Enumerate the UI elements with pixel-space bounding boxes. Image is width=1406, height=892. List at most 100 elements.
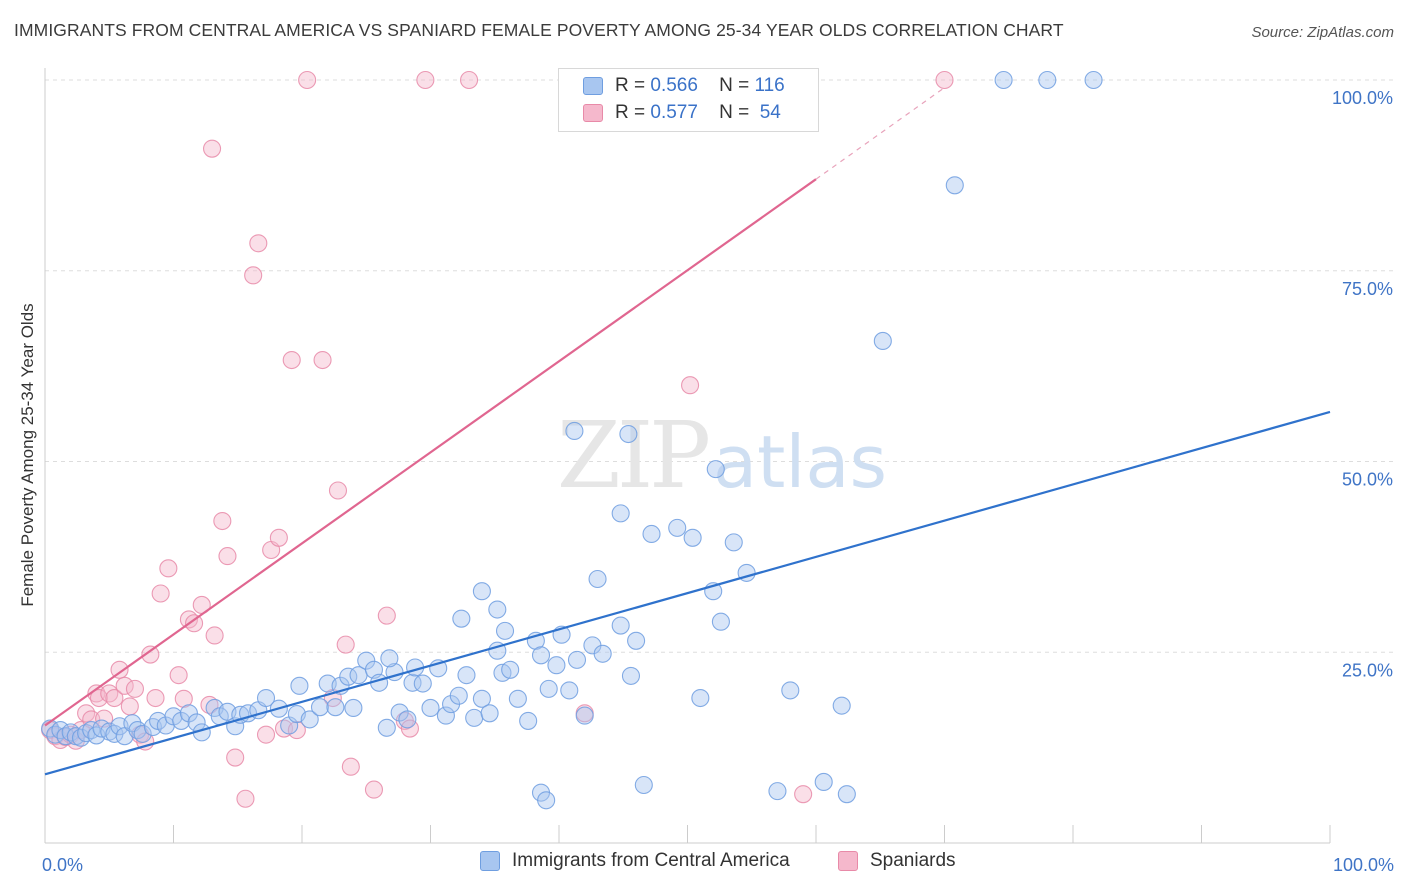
spaniards-point: [328, 481, 348, 500]
watermark-zip: ZIP: [557, 402, 708, 509]
spaniards-point: [141, 645, 160, 664]
central-america-point: [724, 533, 743, 552]
central-america-point: [508, 689, 527, 708]
central-america-point: [611, 616, 630, 635]
spaniards-trend-line: [44, 178, 817, 727]
legend-r-value: 0.577: [650, 102, 698, 123]
spaniards-point: [125, 679, 144, 698]
spaniards-point: [681, 376, 700, 395]
grid-lines: [45, 79, 1395, 653]
central-america-point: [781, 681, 800, 700]
central-america-point: [575, 706, 594, 725]
central-america-point: [133, 724, 152, 743]
central-america-point: [560, 681, 579, 700]
trend-lines: [44, 87, 1331, 776]
central-america-point: [634, 775, 653, 795]
central-america-point: [310, 698, 330, 717]
legend-swatch-blue: [583, 77, 603, 95]
central-america-point: [1038, 70, 1057, 90]
spaniards-point: [377, 606, 396, 625]
source-label: Source: ZipAtlas.com: [1251, 24, 1394, 41]
spaniards-point: [256, 725, 276, 744]
legend-item-spaniards[interactable]: Spaniards: [838, 850, 956, 872]
central-america-point: [403, 673, 422, 692]
spaniards-point: [313, 350, 332, 370]
central-america-point: [172, 711, 191, 730]
central-america-point: [611, 504, 630, 523]
spaniards-point: [89, 688, 109, 708]
central-america-point: [668, 518, 687, 537]
axes: [44, 68, 1331, 844]
legend-r-label: R =: [615, 75, 646, 96]
legend-n-label: N =: [719, 102, 750, 123]
spaniards-point: [213, 511, 232, 531]
central-america-point: [480, 704, 499, 723]
central-america-point: [256, 688, 276, 708]
legend-label: Immigrants from Central America: [512, 850, 790, 871]
spaniards-point: [169, 666, 188, 685]
central-america-point: [768, 782, 787, 801]
central-america-point: [501, 660, 520, 679]
central-america-point: [619, 424, 638, 444]
central-america-point: [398, 710, 417, 729]
central-america-point: [691, 688, 710, 708]
x-tick-label: 100.0%: [1333, 855, 1394, 875]
central-america-point: [814, 772, 833, 792]
spaniards-point: [115, 676, 134, 695]
central-america-trend-line: [44, 410, 1331, 776]
tick-labels: 25.0% 50.0% 75.0% 100.0% 0.0% 100.0%: [42, 88, 1394, 875]
spaniards-point: [218, 547, 237, 566]
chart-title: IMMIGRANTS FROM CENTRAL AMERICA VS SPANI…: [14, 20, 1064, 40]
central-america-point: [567, 650, 587, 669]
legend-label: Spaniards: [870, 850, 956, 871]
spaniards-point: [226, 748, 245, 767]
central-america-point: [344, 698, 363, 717]
central-america-point: [683, 528, 702, 547]
watermark-atlas: atlas: [713, 420, 887, 504]
central-america-point: [873, 331, 892, 350]
central-america-point: [449, 686, 468, 705]
correlation-legend: R = 0.566 N = 116 R = 0.577 N = 54: [558, 68, 819, 132]
legend-row-spaniards: R = 0.577 N = 54: [583, 101, 781, 125]
legend-n-value: 54: [759, 102, 781, 123]
spaniards-point: [244, 266, 263, 285]
central-america-point: [547, 656, 566, 675]
central-america-point: [711, 612, 730, 631]
legend-item-central-america[interactable]: Immigrants from Central America: [480, 850, 790, 872]
central-america-point: [539, 679, 558, 698]
spaniards-point: [282, 350, 301, 370]
central-america-point: [706, 460, 725, 479]
central-america-point: [565, 421, 584, 441]
legend-r-value: 0.566: [650, 75, 698, 96]
central-america-point: [642, 524, 661, 544]
central-america-point: [300, 710, 319, 729]
spaniards-point: [110, 660, 129, 679]
central-america-point: [413, 674, 432, 693]
central-america-point: [472, 582, 491, 601]
x-tick-label: 0.0%: [42, 855, 83, 875]
spaniards-point: [205, 626, 224, 645]
y-tick-label: 50.0%: [1342, 470, 1393, 490]
central-america-point: [593, 644, 612, 663]
central-america-point: [832, 696, 851, 715]
spaniards-point: [364, 780, 384, 799]
spaniards-point: [82, 710, 101, 729]
central-america-point: [537, 791, 556, 810]
spaniards-trend-extension: [815, 87, 945, 180]
spaniards-point: [146, 688, 165, 708]
watermark: ZIP atlas: [557, 402, 887, 509]
central-america-point: [519, 711, 538, 730]
central-america-point: [457, 666, 476, 685]
spaniards-point: [935, 70, 954, 90]
legend-r-label: R =: [615, 102, 646, 123]
legend-swatch-pink: [583, 104, 603, 122]
central-america-point: [1084, 70, 1103, 90]
spaniards-point: [105, 688, 124, 708]
legend-n-value: 116: [754, 75, 785, 96]
spaniards-point: [341, 757, 360, 776]
spaniards-point: [416, 70, 435, 90]
legend-row-central-america: R = 0.566 N = 116: [583, 74, 785, 98]
spaniards-point: [269, 528, 288, 547]
central-america-point: [488, 600, 507, 619]
